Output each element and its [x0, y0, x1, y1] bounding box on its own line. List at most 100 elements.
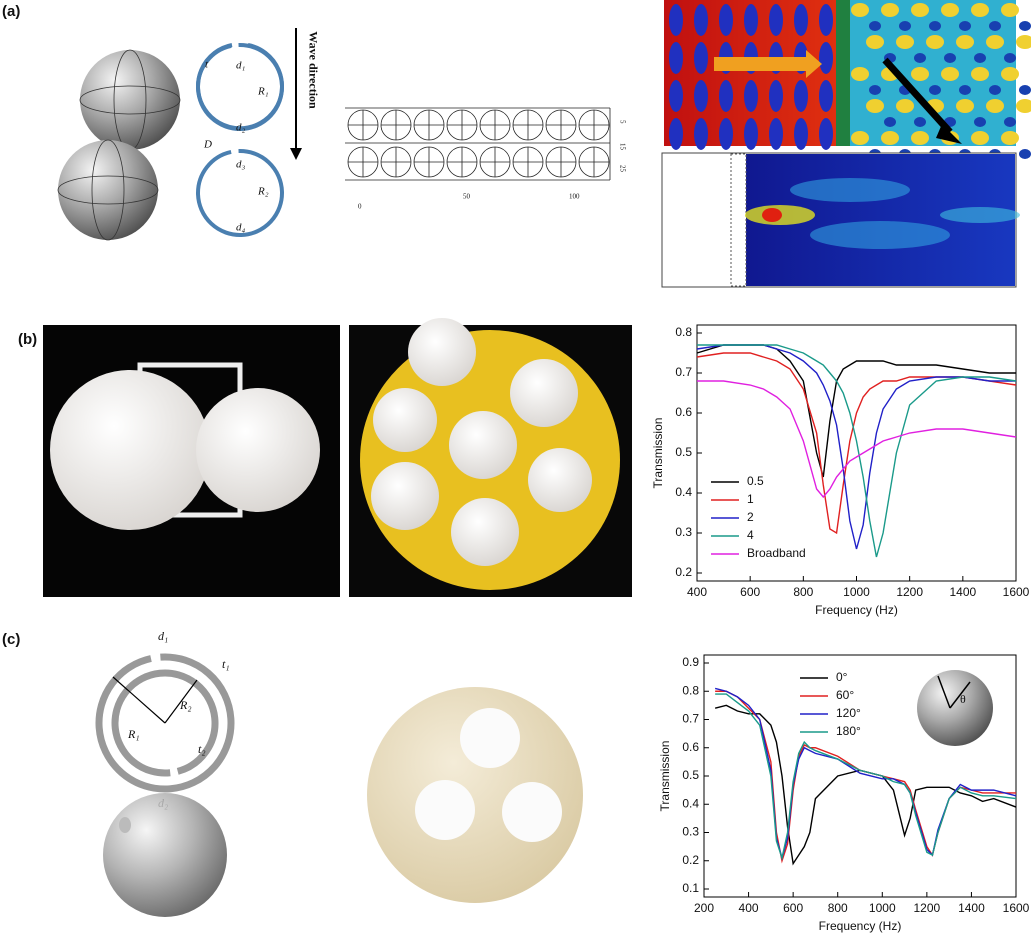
field-lobe: [694, 42, 708, 74]
array-tick: 15: [618, 143, 626, 151]
field-lobe: [989, 21, 1001, 31]
field-lobe: [1019, 21, 1031, 31]
svg-text:d₃: d₃: [236, 159, 246, 171]
photo: [349, 318, 632, 597]
field-lobe: [694, 4, 708, 36]
svg-text:D: D: [203, 139, 212, 151]
y-tick-label: 0.3: [682, 825, 699, 839]
y-tick-label: 0.5: [682, 768, 699, 782]
x-tick-label: 800: [828, 901, 848, 915]
arrow-head: [290, 148, 302, 160]
field-lobe: [1001, 131, 1019, 145]
x-tick-label: 1200: [896, 585, 923, 599]
array-tick: 5: [618, 120, 626, 124]
dimension-labels: t d₁ R₁ d₂ D d₃ R₂ d₄: [203, 59, 269, 234]
field-lobe: [866, 35, 884, 49]
data-line: [696, 352, 1017, 535]
field-map: [664, 0, 1031, 159]
field-lobe: [669, 118, 683, 150]
field-lobe: [869, 85, 881, 95]
dimension-arrows: [112, 676, 198, 724]
field-lobe: [819, 118, 833, 150]
y-tick-label: 0.3: [675, 525, 692, 539]
field-lobe: [1004, 53, 1016, 63]
y-tick-label: 0.6: [675, 405, 692, 419]
y-tick-label: 0.1: [682, 881, 699, 895]
field-lobe: [971, 131, 989, 145]
data-line: [714, 704, 1017, 866]
field-lobe: [974, 53, 986, 63]
field-lobe: [851, 3, 869, 17]
x-tick-label: 400: [687, 585, 707, 599]
field-lobe: [926, 35, 944, 49]
field-lobe: [694, 118, 708, 150]
sphere-illustration: [103, 793, 227, 917]
field-lobe: [959, 85, 971, 95]
x-tick-label: 400: [739, 901, 759, 915]
resonator-cross-section: [196, 42, 284, 237]
field-lobe: [769, 80, 783, 112]
y-tick-label: 0.7: [675, 365, 692, 379]
y-tick-label: 0.4: [682, 796, 699, 810]
x-tick-label: 1400: [949, 585, 976, 599]
field-lobe: [694, 80, 708, 112]
array-tick: 0: [358, 203, 362, 211]
legend-label: 1: [747, 492, 754, 506]
plot-frame: [696, 324, 1017, 582]
field-lobe: [881, 3, 899, 17]
field-lobe: [941, 67, 959, 81]
x-axis-label: Frequency (Hz): [819, 919, 902, 933]
svg-text:d₁: d₁: [236, 60, 246, 72]
legend-label: 60°: [836, 688, 854, 702]
field-lobe: [744, 118, 758, 150]
field-lobe: [1016, 99, 1031, 113]
field-lobe: [986, 99, 1004, 113]
y-tick-label: 0.8: [675, 325, 692, 339]
svg-text:R₂: R₂: [257, 186, 269, 198]
field-lobe: [866, 99, 884, 113]
field-map: [661, 152, 1020, 288]
field-lobe: [819, 80, 833, 112]
x-tick-label: 1000: [869, 901, 896, 915]
array-tick: 50: [463, 193, 471, 201]
svg-text:t₁: t₁: [222, 657, 230, 671]
legend-label: Broadband: [747, 546, 806, 560]
field-lobe: [819, 42, 833, 74]
field-lobe: [941, 3, 959, 17]
field-lobe: [914, 117, 926, 127]
field-lobe: [719, 80, 733, 112]
field-lobe: [896, 99, 914, 113]
field-lobe: [929, 85, 941, 95]
field-lobe: [884, 117, 896, 127]
svg-text:d₄: d₄: [236, 222, 246, 234]
svg-text:R₂: R₂: [179, 698, 192, 712]
inset-label: θ: [960, 692, 966, 706]
field-lobe: [944, 53, 956, 63]
y-tick-label: 0.6: [682, 740, 699, 754]
field-lobe: [911, 3, 929, 17]
field-lobe: [794, 80, 808, 112]
field-lobe: [1001, 3, 1019, 17]
field-lobe: [769, 118, 783, 150]
field-lobe: [989, 85, 1001, 95]
field-lobe: [881, 131, 899, 145]
field-lobe: [744, 4, 758, 36]
x-tick-label: 600: [783, 901, 803, 915]
field-lobe: [719, 4, 733, 36]
line-chart: 400 600 800 1000 1200 1400 1600 0.2 0.3 0.4 0.5 0.6…: [651, 324, 1030, 617]
sphere-illustration: [57, 49, 181, 241]
svg-text:t₂: t₂: [198, 742, 206, 756]
x-tick-label: 800: [793, 585, 813, 599]
inset-sphere: [917, 670, 993, 746]
field-lobe: [911, 67, 929, 81]
field-lobe: [794, 118, 808, 150]
legend-label: 4: [747, 528, 754, 542]
field-lobe: [794, 4, 808, 36]
svg-text:t: t: [205, 59, 209, 71]
field-lobe: [1001, 67, 1019, 81]
svg-text:R₁: R₁: [257, 86, 269, 98]
field-lobe: [851, 131, 869, 145]
field-lobe: [929, 21, 941, 31]
field-lobe: [986, 35, 1004, 49]
y-axis-label: Transmission: [651, 418, 665, 489]
